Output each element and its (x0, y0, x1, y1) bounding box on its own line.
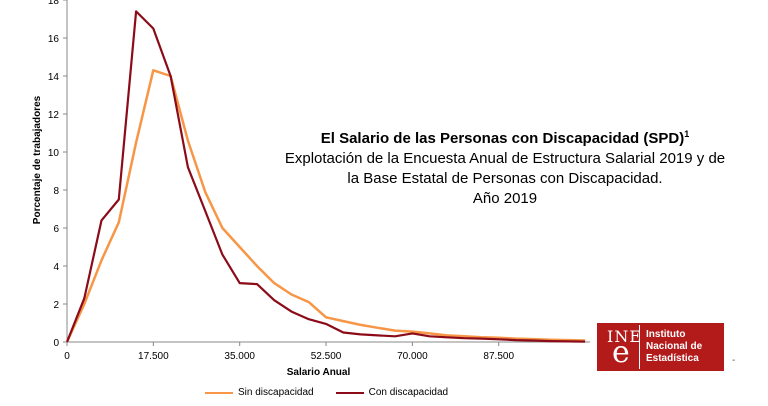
y-tick-label: 10 (48, 148, 60, 159)
chart-subtitle-2: la Base Estatal de Personas con Discapac… (347, 170, 663, 187)
y-tick-label: 6 (53, 224, 59, 235)
ine-logo-line1: Instituto (646, 329, 686, 340)
series-line-sin-discapacidad (65, 69, 586, 343)
y-tick-label: 14 (48, 72, 60, 83)
chart-title-superscript: 1 (684, 129, 690, 139)
ine-logo-mark: INE e (601, 325, 642, 370)
ine-logo-mark-top: INE (607, 327, 642, 346)
footnote-mark: - (732, 355, 736, 366)
ine-logo-name: Instituto Nacional de Estadística (646, 329, 702, 365)
chart-title-block: El Salario de las Personas con Discapaci… (260, 124, 750, 209)
chart-legend: Sin discapacidad Con discapacidad (205, 387, 470, 398)
ine-logo: INE e Instituto Nacional de Estadística (597, 323, 724, 371)
chart-ticks: 0 2 4 6 8 10 12 14 16 18 0 17.500 35.000 52.500 70.000… (48, 0, 514, 362)
legend-label-sin-discapacidad: Sin discapacidad (238, 387, 314, 398)
y-tick-label: 8 (53, 186, 59, 197)
chart-subtitle-1: Explotación de la Encuesta Anual de Estr… (284, 150, 726, 167)
y-tick-label: 2 (53, 300, 59, 311)
legend-swatch-con-discapacidad (335, 391, 364, 394)
ine-logo-mark-letter: e (612, 335, 630, 370)
chart-title: El Salario de las Personas con Discapaci… (260, 124, 750, 149)
x-tick-label: 70.000 (397, 351, 428, 362)
y-tick-label: 0 (53, 338, 59, 349)
chart-series (65, 10, 586, 343)
x-tick-label: 35.000 (224, 351, 255, 362)
x-tick-label: 0 (64, 351, 70, 362)
legend-item-sin-discapacidad: Sin discapacidad (205, 387, 314, 398)
x-tick-label: 52.500 (311, 351, 342, 362)
chart-title-text: El Salario de las Personas con Discapaci… (320, 130, 685, 147)
y-tick-label: 4 (53, 262, 59, 273)
legend-label-con-discapacidad: Con discapacidad (368, 387, 449, 398)
chart-subtitle-3: Año 2019 (472, 190, 538, 207)
chart-axes (66, 0, 590, 343)
x-tick-label: 87.500 (483, 351, 514, 362)
y-tick-label: 18 (48, 0, 60, 7)
legend-swatch-sin-discapacidad (205, 391, 233, 394)
series-line-con-discapacidad (65, 10, 586, 343)
y-tick-label: 16 (48, 34, 60, 45)
y-axis-label: Porcentaje de trabajadores (32, 95, 43, 224)
y-tick-label: 12 (48, 110, 60, 121)
x-tick-label: 17.500 (138, 351, 169, 362)
legend-item-con-discapacidad: Con discapacidad (335, 387, 449, 398)
x-axis-label: Salario Anual (287, 367, 351, 378)
ine-logo-line3: Estadística (646, 353, 699, 364)
ine-logo-line2: Nacional de (646, 341, 703, 352)
